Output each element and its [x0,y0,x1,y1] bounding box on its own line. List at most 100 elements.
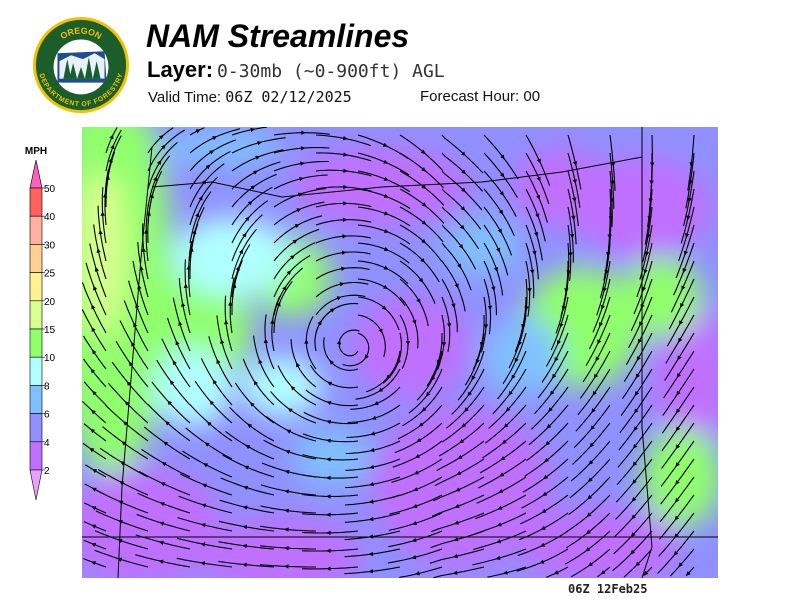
streamline-arrow [284,489,290,494]
streamline-arrow [591,408,596,413]
streamline-arrow [135,303,140,309]
streamline-arrow [674,533,679,539]
streamline-arrow [543,474,549,480]
streamline-arrow [610,180,615,185]
streamline-arrow [453,553,458,559]
wind-speed-region [642,427,718,527]
streamline-arrow [467,391,472,397]
streamline-arrow [487,305,493,311]
streamline-arrow [343,184,348,190]
legend-swatch [29,441,43,471]
streamline-arrow [454,503,460,508]
streamline-arrow [383,246,389,251]
legend-swatch [29,356,43,386]
legend-label: 2 [44,466,50,477]
streamline-arrow [201,179,207,185]
streamline-arrow [91,524,97,529]
streamline-arrow [688,179,693,185]
state-borders [82,127,718,578]
streamline-arrow [635,561,641,567]
streamline-arrow [568,252,573,257]
streamline-arrow [600,304,605,310]
streamline-arrow [326,457,331,462]
streamline-arrow [317,320,322,326]
streamline-arrow [159,521,165,526]
streamline-arrow [643,570,649,576]
streamline-arrow [540,525,546,530]
wind-speed-region [162,127,282,167]
legend-swatch [29,187,43,217]
wind-speed-region [152,347,232,427]
streamline-arrow [287,408,293,413]
streamline-arrow [421,184,427,189]
streamline-arrow [461,187,466,193]
streamline-arrow [326,419,332,425]
streamline-arrow [413,487,419,492]
streamline-arrow [91,506,97,511]
streamline-arrow [421,220,427,225]
wind-speed-region [82,127,142,177]
streamline-arrow [548,407,553,413]
streamline-arrow [336,296,342,301]
streamline-arrow [242,505,248,510]
streamline-arrow [245,444,251,450]
streamline-arrow [172,360,177,366]
streamline-arrow [630,549,636,555]
legend-swatch [29,328,43,358]
streamline-arrow [257,140,262,146]
streamline-arrow [96,248,101,253]
streamline-arrow [383,228,389,233]
streamline-arrow [412,319,417,325]
streamline-arrow [383,176,389,181]
page-title: NAM Streamlines [146,18,410,54]
streamline-arrow [646,233,651,239]
streamline-arrow [110,144,115,150]
streamline-arrow [498,489,504,494]
streamline-arrow [299,176,304,182]
streamline-arrow [511,374,516,380]
streamline-arrow [682,268,687,274]
streamline-arrow [559,323,564,328]
streamline-arrow [290,385,296,391]
streamline-arrow [383,284,389,290]
streamline-arrow [242,562,247,567]
streamline-arrow [161,462,167,467]
streamline-arrow [224,319,229,325]
streamline-arrow [414,571,420,576]
streamline-arrow [94,266,99,272]
streamline-arrow [228,301,233,306]
valid-time-label: Valid Time: [148,89,222,106]
streamline-arrow [91,327,96,333]
streamline-arrow [431,376,436,382]
streamline-arrow [290,254,295,260]
streamline-arrow [98,229,103,235]
streamline-arrow [572,161,578,166]
streamline-arrow [405,341,411,346]
legend-under-arrow [29,469,43,501]
streamline-arrow [517,341,522,347]
streamline-arrow [508,390,513,396]
streamline-arrow [676,408,681,414]
streamline-arrow [685,571,691,576]
streamline-arrow [341,250,347,255]
streamline [83,358,107,388]
streamline-arrow [300,161,305,166]
streamline-arrow [544,457,550,463]
streamline-arrow [505,407,511,412]
streamline-arrow [368,499,374,504]
streamline-arrow [285,450,291,455]
streamline-arrow [243,485,249,490]
streamline-arrow [588,561,593,567]
streamline-arrow [276,301,281,307]
streamline-arrow [167,400,172,406]
streamline-arrow [250,127,256,132]
streamline-arrow [180,301,186,307]
legend-label: 4 [44,438,50,449]
layer-value: 0-30mb (~0-900ft) AGL [217,61,445,82]
streamline-arrow [343,168,348,173]
forecast-hour-value: 00 [523,88,541,105]
streamline-arrow [420,149,426,155]
streamline-arrow [554,356,559,362]
streamline [433,566,485,578]
streamline-arrow [633,426,638,432]
